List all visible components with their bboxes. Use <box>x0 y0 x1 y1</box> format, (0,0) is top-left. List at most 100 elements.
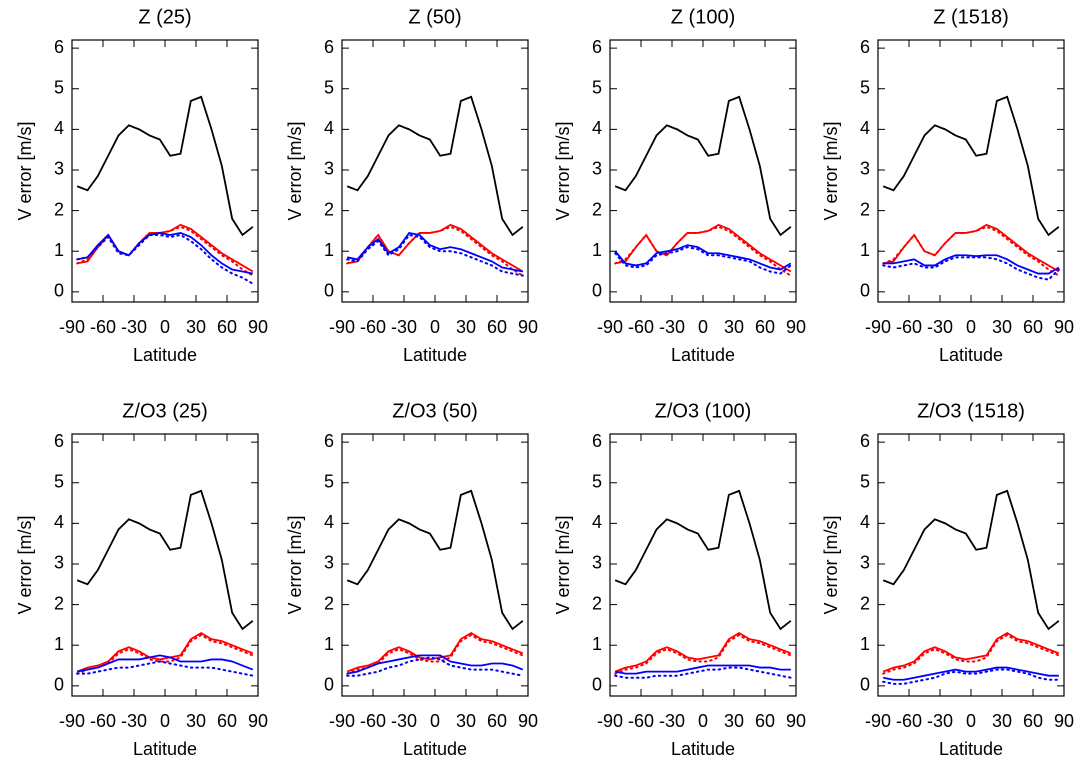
chart-title: Z/O3 (50) <box>392 400 478 422</box>
series-line <box>883 254 1060 275</box>
panel: Z (25) -90 -60 -30 0 30 60 90 0 1 2 3 4 5 6 Latitude V e… <box>15 6 268 364</box>
y-tick-label: 5 <box>592 77 602 97</box>
y-tick-label: 1 <box>860 634 870 654</box>
y-tick-label: 4 <box>54 512 64 532</box>
y-tick-label: 4 <box>592 118 602 138</box>
series-line <box>882 225 1060 277</box>
series-line <box>346 489 524 631</box>
panel: Z/O3 (1518) -90 -60 -30 0 30 60 90 0 1 2 3 4 5 6 Latitu… <box>821 400 1074 758</box>
x-tick-label: -30 <box>391 711 417 731</box>
y-tick-label: 2 <box>592 199 602 219</box>
series-line <box>76 223 254 273</box>
y-tick-label: 4 <box>324 512 334 532</box>
chart-title: Z (1518) <box>933 6 1009 28</box>
y-tick-label: 5 <box>860 77 870 97</box>
y-tick-label: 0 <box>324 675 334 695</box>
series-line <box>614 225 792 277</box>
y-tick-label: 4 <box>324 118 334 138</box>
y-tick-label: 1 <box>860 240 870 260</box>
series-line <box>76 233 254 285</box>
series-line <box>76 489 254 631</box>
x-tick-label: -90 <box>865 317 891 337</box>
y-tick-label: 6 <box>860 431 870 451</box>
chart-title: Z/O3 (1518) <box>917 400 1025 422</box>
x-tick-label: -90 <box>329 711 355 731</box>
x-tick-label: 60 <box>217 711 237 731</box>
y-tick-label: 2 <box>592 593 602 613</box>
series-line <box>882 95 1060 237</box>
x-tick-label: -60 <box>628 317 654 337</box>
series-line <box>76 95 254 237</box>
y-tick-label: 3 <box>860 159 870 179</box>
x-tick-label: -90 <box>329 317 355 337</box>
x-tick-label: 90 <box>248 317 268 337</box>
series-line <box>614 631 792 673</box>
x-tick-label: -30 <box>121 317 147 337</box>
x-tick-label: 0 <box>966 317 976 337</box>
y-tick-label: 2 <box>54 593 64 613</box>
y-tick-label: 4 <box>860 512 870 532</box>
x-tick-label: 90 <box>1054 317 1074 337</box>
x-tick-label: 30 <box>186 317 206 337</box>
y-tick-label: 3 <box>860 553 870 573</box>
x-tick-label: -30 <box>659 711 685 731</box>
x-tick-label: 30 <box>186 711 206 731</box>
y-tick-label: 3 <box>54 553 64 573</box>
x-tick-label: 30 <box>992 711 1012 731</box>
series-line <box>882 668 1060 685</box>
y-axis-label: V error [m/s] <box>285 121 305 220</box>
y-tick-label: 6 <box>324 37 334 57</box>
x-tick-label: 0 <box>430 317 440 337</box>
series-line <box>614 489 792 631</box>
y-tick-label: 3 <box>592 553 602 573</box>
y-tick-label: 0 <box>54 281 64 301</box>
x-tick-label: 30 <box>724 711 744 731</box>
x-tick-label: 60 <box>217 317 237 337</box>
y-tick-label: 1 <box>54 240 64 260</box>
y-tick-label: 3 <box>54 159 64 179</box>
y-axis-label: V error [m/s] <box>285 515 305 614</box>
x-tick-label: -60 <box>360 711 386 731</box>
y-tick-label: 6 <box>54 37 64 57</box>
x-tick-label: -60 <box>896 711 922 731</box>
x-tick-label: -90 <box>597 317 623 337</box>
x-tick-label: -90 <box>865 711 891 731</box>
y-tick-label: 1 <box>54 634 64 654</box>
x-tick-label: -60 <box>896 317 922 337</box>
x-tick-label: 60 <box>487 711 507 731</box>
y-tick-label: 6 <box>592 431 602 451</box>
panel: Z (1518) -90 -60 -30 0 30 60 90 0 1 2 3 4 5 6 Latitude V… <box>821 6 1074 364</box>
x-tick-label: -30 <box>121 711 147 731</box>
x-tick-label: -30 <box>659 317 685 337</box>
y-tick-label: 3 <box>324 159 334 179</box>
y-tick-label: 2 <box>860 199 870 219</box>
y-tick-label: 5 <box>592 471 602 491</box>
series-line <box>882 489 1060 631</box>
x-tick-label: -30 <box>927 711 953 731</box>
x-tick-label: 60 <box>755 317 775 337</box>
y-tick-label: 3 <box>324 553 334 573</box>
y-tick-label: 0 <box>324 281 334 301</box>
x-tick-label: 60 <box>755 711 775 731</box>
y-tick-label: 1 <box>592 240 602 260</box>
series-line <box>346 233 524 277</box>
series-line <box>614 664 791 675</box>
chart-title: Z (50) <box>408 6 461 28</box>
panel: Z (50) -90 -60 -30 0 30 60 90 0 1 2 3 4 5 6 Latitude V e… <box>285 6 538 364</box>
y-axis-label: V error [m/s] <box>15 121 35 220</box>
panel: Z (100) -90 -60 -30 0 30 60 90 0 1 2 3 4 5 6 Latitude V … <box>553 6 806 364</box>
y-tick-label: 6 <box>54 431 64 451</box>
y-axis-label: V error [m/s] <box>15 515 35 614</box>
panel: Z/O3 (100) -90 -60 -30 0 30 60 90 0 1 2 3 4 5 6 Latitud… <box>553 400 806 758</box>
x-axis-label: Latitude <box>403 345 467 365</box>
y-tick-label: 2 <box>324 199 334 219</box>
series-line <box>882 666 1059 681</box>
series-line <box>346 231 524 273</box>
y-tick-label: 1 <box>324 634 334 654</box>
x-axis-label: Latitude <box>403 739 467 759</box>
series-line <box>882 633 1060 675</box>
y-tick-label: 6 <box>592 37 602 57</box>
chart-title: Z/O3 (25) <box>122 400 208 422</box>
x-tick-label: 30 <box>456 711 476 731</box>
